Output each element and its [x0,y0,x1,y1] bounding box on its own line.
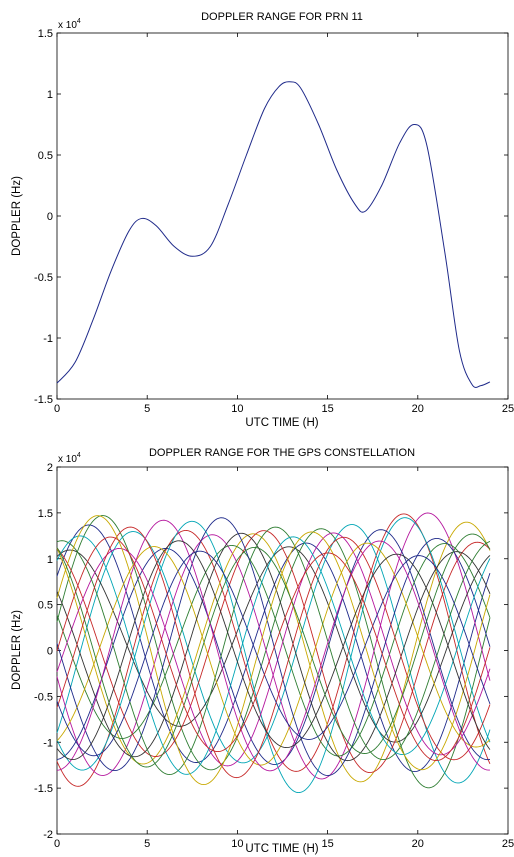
series-line [56,550,491,757]
series-line [56,530,491,773]
axis-ticks: 0 5 10 15 20 25 -1.5 -1 -0.5 0 0.5 1 1.5 [34,28,514,415]
y-tick-label: -1.5 [34,394,53,406]
y-axis-label: DOPPLER (Hz) [11,176,23,256]
x-tick-label: 25 [502,838,514,850]
x-axis-label: UTC TIME (H) [245,417,318,429]
axis-ticks: 0 5 10 15 20 25 -2 -1.5 -1 -0.5 0 0.5 1 1.5 2 [34,462,514,850]
y-tick-label: -1 [43,333,53,345]
y-tick-label: 0 [47,211,53,223]
series-line [56,517,491,794]
x-tick-label: 10 [231,403,243,415]
plot-frame [56,32,509,400]
x-tick-label: 0 [54,403,60,415]
y-tick-label: 1 [47,554,53,566]
y-tick-label: 0.5 [38,600,53,612]
x-tick-label: 5 [144,403,150,415]
x-tick-label: 0 [54,838,60,850]
x-tick-label: 20 [412,838,424,850]
series-line [56,524,491,784]
series-line [56,512,491,780]
y-tick-label: 0.5 [38,150,53,162]
series-line [56,540,491,760]
y-axis-label: DOPPLER (Hz) [11,610,23,690]
series-lines [56,512,491,794]
series-lines [56,81,491,388]
series-line [56,532,491,762]
x-tick-label: 25 [502,403,514,415]
series-line [56,543,491,757]
x-tick-label: 15 [321,838,333,850]
series-line [56,513,491,787]
x-tick-label: 10 [231,838,243,850]
series-line [56,532,491,767]
x-tick-label: 5 [144,838,150,850]
y-multiplier: x 104 [58,18,81,31]
series-line [56,526,491,779]
y-tick-label: 1 [47,89,53,101]
series-line [56,519,490,772]
chart-prn-11: DOPPLER RANGE FOR PRN 11 x 104 0 5 10 15 20 2… [11,11,514,429]
series-line [56,536,491,762]
x-axis-label: UTC TIME (H) [245,843,318,855]
y-tick-label: 1.5 [38,28,53,40]
y-tick-label: -0.5 [34,691,53,703]
y-multiplier: x 104 [58,452,81,465]
x-tick-label: 15 [321,403,333,415]
y-tick-label: 0 [47,646,53,658]
y-tick-label: 2 [47,462,53,474]
series-line [56,517,491,776]
series-line [56,526,491,775]
series-line [56,521,491,783]
x-tick-label: 20 [412,403,424,415]
series-line [56,542,491,766]
y-tick-label: -2 [43,829,53,841]
y-tick-label: 1.5 [38,508,53,520]
chart-title: DOPPLER RANGE FOR PRN 11 [201,11,363,23]
series-line [56,533,491,768]
chart-gps-constellation: DOPPLER RANGE FOR THE GPS CONSTELLATION … [11,447,514,855]
series-line [56,81,491,388]
y-tick-label: -1 [43,737,53,749]
y-tick-label: -1.5 [34,783,53,795]
y-tick-label: -0.5 [34,272,53,284]
series-line [56,524,491,772]
series-line [56,529,491,765]
series-line [56,515,491,786]
chart-title: DOPPLER RANGE FOR THE GPS CONSTELLATION [149,447,415,459]
